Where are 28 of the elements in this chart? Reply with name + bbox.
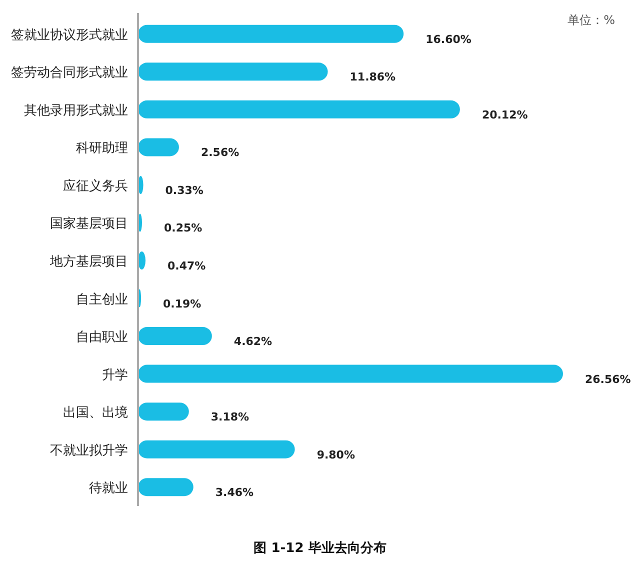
data-label: 9.80% bbox=[316, 448, 355, 462]
data-label: 2.56% bbox=[200, 146, 240, 160]
data-label: 4.62% bbox=[234, 335, 272, 348]
text: 单位：% bbox=[568, 13, 615, 27]
y-tick-label: 自由职业 bbox=[76, 330, 128, 346]
data-label: 0.47% bbox=[168, 260, 206, 272]
y-tick-label: 其他录用形式就业 bbox=[24, 103, 128, 118]
y-tick-label: 签就业协议形式就业 bbox=[11, 28, 128, 43]
data-label: 11.86% bbox=[350, 70, 396, 84]
y-tick-label: 自主创业 bbox=[76, 291, 128, 308]
y-tick-label: 应征义务兵 bbox=[63, 178, 128, 194]
data-label: 16.60% bbox=[426, 32, 472, 46]
y-tick-label: 待就业 bbox=[89, 481, 128, 496]
data-label: 3.18% bbox=[210, 410, 250, 424]
y-tick-label: 不就业拟升学 bbox=[50, 443, 128, 458]
data-label: 20.12% bbox=[482, 108, 528, 122]
y-tick-label: 签劳动合同形式就业 bbox=[11, 66, 128, 81]
text: 图 1-12 毕业去向分布 bbox=[254, 541, 386, 556]
data-label: 26.56% bbox=[585, 372, 631, 386]
y-tick-label: 科研助理 bbox=[76, 141, 128, 156]
data-label: 0.25% bbox=[164, 222, 202, 235]
y-tick-label: 升学 bbox=[102, 368, 128, 383]
y-tick-label: 国家基层项目 bbox=[50, 216, 128, 232]
data-label: 0.33% bbox=[165, 184, 204, 197]
data-label: 3.46% bbox=[215, 486, 254, 500]
y-tick-label: 出国、出境 bbox=[63, 404, 128, 421]
data-label: 0.19% bbox=[163, 297, 202, 310]
y-tick-label: 地方基层项目 bbox=[49, 254, 128, 270]
